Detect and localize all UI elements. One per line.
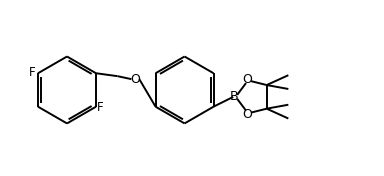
Text: B: B: [230, 90, 238, 103]
Text: F: F: [97, 101, 104, 114]
Text: O: O: [131, 73, 140, 86]
Text: O: O: [242, 73, 252, 86]
Text: O: O: [242, 108, 252, 121]
Text: F: F: [28, 66, 35, 79]
